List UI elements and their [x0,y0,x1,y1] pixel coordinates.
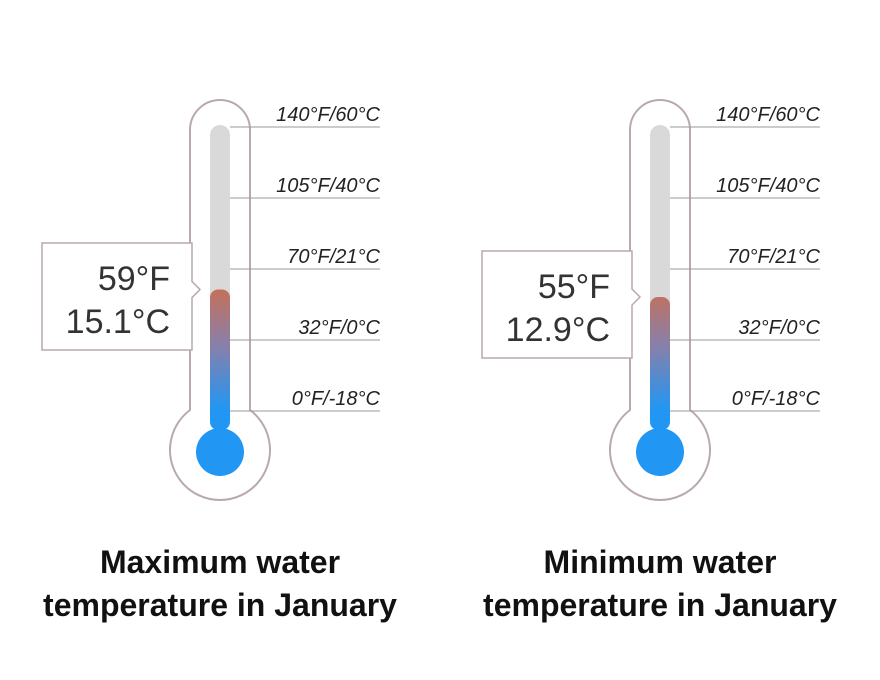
tick-label: 105°F/40°C [276,175,380,197]
tick-label: 140°F/60°C [716,104,820,126]
mercury [210,289,230,430]
reading-c: 12.9°C [506,311,610,349]
reading-f: 55°F [538,268,610,306]
thermometer-title: temperature in January [483,587,837,623]
tick-label: 140°F/60°C [276,104,380,126]
reading-c: 15.1°C [66,303,170,341]
thermometer-title: temperature in January [43,587,397,623]
tick-label: 32°F/0°C [738,317,820,339]
mercury [650,297,670,430]
thermometer-title: Minimum water [544,544,777,580]
tick-label: 0°F/-18°C [732,388,821,410]
tick-label: 70°F/21°C [727,246,820,268]
thermometer-title: Maximum water [100,544,340,580]
reading-box [481,250,642,359]
tick-label: 70°F/21°C [287,246,380,268]
tick-label: 105°F/40°C [716,175,820,197]
reading-box [41,242,202,351]
tick-label: 32°F/0°C [298,317,380,339]
tick-label: 0°F/-18°C [292,388,381,410]
reading-f: 59°F [98,260,170,298]
bulb [636,428,684,476]
bulb [196,428,244,476]
